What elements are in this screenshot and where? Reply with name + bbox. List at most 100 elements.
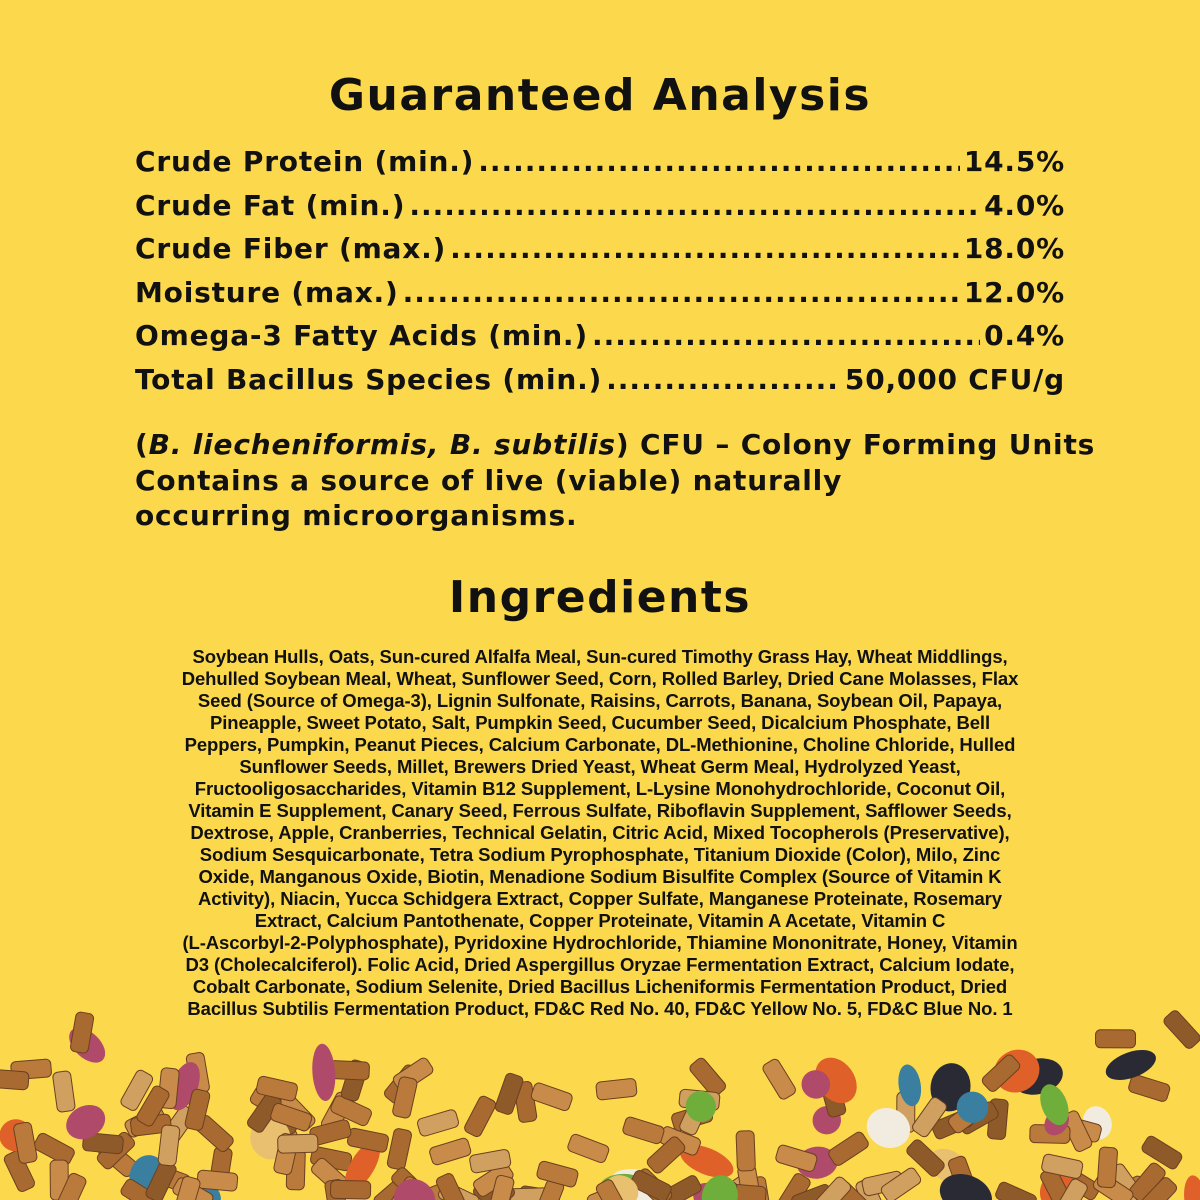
note-cfu: ) CFU – Colony Forming Units	[615, 428, 1096, 461]
analysis-row: Total Bacillus Species (min.) 50,000 CFU/…	[135, 363, 1065, 407]
food-piece	[435, 1173, 467, 1200]
food-piece	[386, 1128, 412, 1171]
food-piece	[312, 1043, 336, 1101]
food-piece	[906, 1139, 945, 1177]
food-piece	[1139, 1177, 1178, 1200]
food-piece	[536, 1160, 579, 1188]
cfu-note: (B. liecheniformis, B. subtilis) CFU – C…	[135, 427, 1095, 534]
food-piece	[530, 1082, 573, 1112]
note-line-3: occurring microorganisms.	[135, 499, 578, 532]
food-piece	[329, 1179, 372, 1200]
guaranteed-analysis-title: Guaranteed Analysis	[328, 70, 872, 121]
ingredients-line: Activity), Niacin, Yucca Schidgera Extra…	[198, 888, 1002, 909]
food-piece	[939, 1174, 992, 1200]
analysis-value: 18.0%	[963, 232, 1065, 265]
food-piece	[956, 1091, 989, 1123]
ingredients-line: Pineapple, Sweet Potato, Salt, Pumpkin S…	[209, 712, 990, 733]
food-piece	[646, 1136, 686, 1174]
dot-leader	[403, 276, 960, 309]
ingredients-line: Peppers, Pumpkin, Peanut Pieces, Calcium…	[184, 734, 1016, 755]
dot-leader	[478, 145, 960, 178]
analysis-row: Crude Fat (min.) 4.0%	[135, 189, 1065, 233]
food-piece	[392, 1076, 418, 1119]
dot-leader	[606, 363, 841, 396]
food-piece	[995, 1181, 1037, 1200]
food-piece	[429, 1137, 472, 1166]
food-piece	[735, 1130, 756, 1172]
ingredients-line: Bacillus Subtilis Fermentation Product, …	[187, 998, 1013, 1019]
food-piece	[1095, 1029, 1137, 1049]
food-piece	[13, 1121, 38, 1164]
food-piece	[981, 1054, 1021, 1092]
food-piece	[775, 1144, 818, 1172]
ingredients-line: Sodium Sesquicarbonate, Tetra Sodium Pyr…	[199, 844, 1001, 865]
ingredients-line: Seed (Source of Omega-3), Lignin Sulfona…	[197, 690, 1003, 711]
food-piece	[464, 1095, 497, 1138]
ingredients-line: Dextrose, Apple, Cranberries, Technical …	[190, 822, 1010, 843]
food-piece	[255, 1075, 298, 1102]
dot-leader	[409, 189, 980, 222]
food-piece	[1163, 1010, 1200, 1049]
food-piece	[120, 1069, 154, 1111]
food-piece	[270, 1103, 313, 1132]
food-piece	[70, 1011, 95, 1054]
food-piece	[469, 1149, 512, 1174]
note-line-2: Contains a source of live (viable) natur…	[135, 463, 843, 497]
food-piece	[0, 1068, 30, 1091]
food-piece	[1041, 1153, 1084, 1179]
ingredients-line: D3 (Cholecalciferol). Folic Acid, Dried …	[185, 954, 1015, 975]
food-piece	[595, 1078, 638, 1101]
food-piece	[660, 1175, 702, 1200]
ingredients-line: Fructooligosaccharides, Vitamin B12 Supp…	[194, 778, 1006, 799]
ingredients-line: (L-Ascorbyl-2-Polyphosphate), Pyridoxine…	[182, 932, 1018, 953]
food-piece	[346, 1127, 389, 1153]
food-piece	[1096, 1146, 1118, 1189]
analysis-label: Omega-3 Fatty Acids (min.)	[135, 319, 588, 352]
ingredients-list: Soybean Hulls, Oats, Sun-cured Alfalfa M…	[80, 646, 1120, 1020]
ingredients-line: Extract, Calcium Pantothenate, Copper Pr…	[254, 910, 946, 931]
food-piece	[494, 1072, 524, 1115]
food-piece	[157, 1124, 181, 1167]
food-piece	[277, 1133, 319, 1154]
analysis-row: Crude Protein (min.) 14.5%	[135, 145, 1065, 189]
food-piece	[120, 1178, 162, 1200]
food-piece	[912, 1097, 947, 1138]
food-piece	[762, 1058, 796, 1100]
bacillus-species: B. liecheniformis, B. subtilis	[148, 428, 616, 461]
ingredients-line: Soybean Hulls, Oats, Sun-cured Alfalfa M…	[192, 646, 1008, 667]
analysis-row: Moisture (max.) 12.0%	[135, 276, 1065, 320]
ingredients-line: Vitamin E Supplement, Canary Seed, Ferro…	[188, 800, 1012, 821]
food-piece	[685, 1090, 717, 1123]
food-piece	[1105, 1049, 1156, 1080]
food-piece	[33, 1132, 75, 1166]
food-piece	[52, 1070, 76, 1113]
analysis-label: Moisture (max.)	[135, 275, 399, 309]
analysis-row: Crude Fiber (max.) 18.0%	[135, 232, 1065, 276]
food-piece	[567, 1133, 610, 1164]
analysis-label: Total Bacillus Species (min.)	[135, 362, 603, 396]
food-piece	[55, 1172, 87, 1200]
food-piece	[1128, 1074, 1171, 1102]
ingredients-line: Sunflower Seeds, Millet, Brewers Dried Y…	[239, 756, 961, 777]
dot-leader	[592, 319, 980, 352]
food-piece	[1040, 1084, 1069, 1126]
analysis-label: Crude Fat (min.)	[135, 188, 406, 222]
food-piece	[196, 1169, 239, 1192]
analysis-label: Crude Protein (min.)	[135, 145, 475, 178]
food-decoration-image	[0, 1010, 1200, 1200]
food-piece	[344, 1141, 381, 1191]
analysis-value: 50,000 CFU/g	[844, 362, 1065, 396]
dot-leader	[450, 232, 960, 265]
food-piece	[801, 1070, 831, 1099]
food-piece	[622, 1116, 665, 1145]
food-piece	[1184, 1175, 1200, 1200]
food-piece	[689, 1057, 726, 1097]
food-piece	[1141, 1135, 1183, 1170]
note-line-1: (B. liecheniformis, B. subtilis) CFU – C…	[135, 427, 1095, 463]
food-piece	[184, 1088, 211, 1131]
analysis-table: Crude Protein (min.) 14.5% Crude Fat (min…	[135, 145, 1065, 406]
food-piece	[1054, 1178, 1088, 1200]
food-piece	[488, 1174, 515, 1200]
ingredients-line: Dehulled Soybean Meal, Wheat, Sunflower …	[181, 668, 1019, 689]
food-piece	[3, 1150, 35, 1192]
